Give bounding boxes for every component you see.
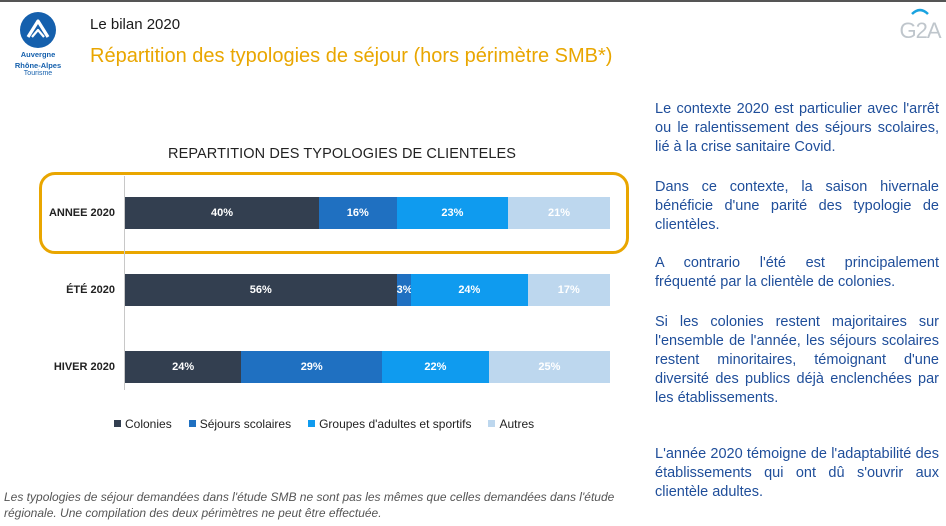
bar-row-annee-2020: 40% 16% 23% 21% xyxy=(125,197,610,229)
bar-segment-annee-2020-groupes-d-adultes-et-sportifs xyxy=(396,197,509,229)
category-axis-line xyxy=(124,176,125,390)
commentary-paragraph-1: Le contexte 2020 est particulier avec l'… xyxy=(655,101,939,155)
legend-item-colonies: Colonies xyxy=(114,417,172,431)
commentary-paragraph-3: A contrario l'été est principalement fré… xyxy=(655,255,939,290)
highlight-box-annee-2020 xyxy=(39,172,629,254)
bar-segment-hiver-2020-colonies xyxy=(125,351,242,383)
data-label-annee-2020-sejours-scolaires: 16% xyxy=(346,207,369,219)
slide-supertitle: Le bilan 2020 xyxy=(90,16,181,33)
legend-item-groupes-d-adultes-et-sportifs: Groupes d'adultes et sportifs xyxy=(308,417,471,431)
data-label-hiver-2020-groupes-d-adultes-et-sportifs: 22% xyxy=(424,361,447,373)
data-label-ete-2020-sejours-scolaires: 3% xyxy=(396,284,413,296)
data-label-hiver-2020-colonies: 24% xyxy=(172,361,195,373)
category-label-annee-2020: ANNEE 2020 xyxy=(48,207,115,219)
bar-segment-hiver-2020-autres xyxy=(488,351,610,383)
bar-row-hiver-2020: 24% 29% 22% 25% xyxy=(125,351,610,383)
g2a-brand-logo: G2A xyxy=(899,8,943,43)
footnote: Les typologies de séjour demandées dans … xyxy=(4,490,615,520)
legend-label-sejours-scolaires: Séjours scolaires xyxy=(199,417,292,431)
bar-segment-hiver-2020-sejours-scolaires xyxy=(241,351,383,383)
g2a-logo-text: G2A xyxy=(899,18,941,43)
legend-swatch-groupes-d-adultes-et-sportifs xyxy=(308,420,316,428)
chart-title: REPARTITION DES TYPOLOGIES DE CLIENTELES xyxy=(168,146,517,162)
logo-text-line2: Rhône-Alpes xyxy=(14,61,62,70)
logo-text-line1: Auvergne xyxy=(20,50,56,59)
bar-segment-ete-2020-groupes-d-adultes-et-sportifs xyxy=(411,274,528,306)
top-border-line xyxy=(0,0,946,2)
legend-item-autres: Autres xyxy=(488,417,534,431)
chart-legend: Colonies Séjours scolaires Groupes d'adult… xyxy=(114,417,551,431)
data-label-annee-2020-colonies: 40% xyxy=(210,207,234,219)
mountain-logo-icon xyxy=(20,12,56,48)
logo-text-line3: Tourisme xyxy=(23,70,53,77)
bar-segment-ete-2020-autres xyxy=(527,274,610,306)
bar-segment-hiver-2020-groupes-d-adultes-et-sportifs xyxy=(382,351,489,383)
commentary-paragraph-5: L'année 2020 témoigne de l'adaptabilité … xyxy=(655,446,939,500)
data-label-hiver-2020-sejours-scolaires: 29% xyxy=(300,361,323,373)
legend-swatch-colonies xyxy=(114,420,121,428)
commentary-paragraph-4: Si les colonies restent majoritaires sur… xyxy=(655,314,939,406)
bar-segment-ete-2020-colonies xyxy=(125,274,397,306)
bar-segment-ete-2020-sejours-scolaires xyxy=(396,274,412,306)
data-label-ete-2020-groupes-d-adultes-et-sportifs: 24% xyxy=(458,284,481,296)
legend-label-colonies: Colonies xyxy=(125,417,172,431)
data-label-annee-2020-groupes-d-adultes-et-sportifs: 23% xyxy=(441,207,464,219)
legend-label-autres: Autres xyxy=(499,417,535,431)
legend-label-groupes-d-adultes-et-sportifs: Groupes d'adultes et sportifs xyxy=(319,417,472,431)
data-label-annee-2020-autres: 21% xyxy=(548,207,571,219)
data-label-ete-2020-colonies: 56% xyxy=(249,284,272,296)
bar-segment-annee-2020-colonies xyxy=(125,197,319,229)
bar-segment-annee-2020-autres xyxy=(508,197,610,229)
category-label-ete-2020: ÉTÉ 2020 xyxy=(66,284,115,296)
data-label-hiver-2020-autres: 25% xyxy=(538,361,561,373)
slide-title: Répartition des typologies de séjour (ho… xyxy=(90,45,613,67)
category-label-hiver-2020: HIVER 2020 xyxy=(53,361,115,373)
data-label-ete-2020-autres: 17% xyxy=(557,284,580,296)
bar-row-ete-2020: 56% 3% 24% 17% xyxy=(125,274,610,306)
commentary-paragraph-2: Dans ce contexte, la saison hivernale bé… xyxy=(655,179,939,233)
bar-segment-annee-2020-sejours-scolaires xyxy=(319,197,397,229)
region-logo: Auvergne Rhône-Alpes Tourisme xyxy=(8,12,68,82)
legend-swatch-sejours-scolaires xyxy=(188,420,196,428)
legend-swatch-autres xyxy=(488,420,496,428)
legend-item-sejours-scolaires: Séjours scolaires xyxy=(188,417,292,431)
